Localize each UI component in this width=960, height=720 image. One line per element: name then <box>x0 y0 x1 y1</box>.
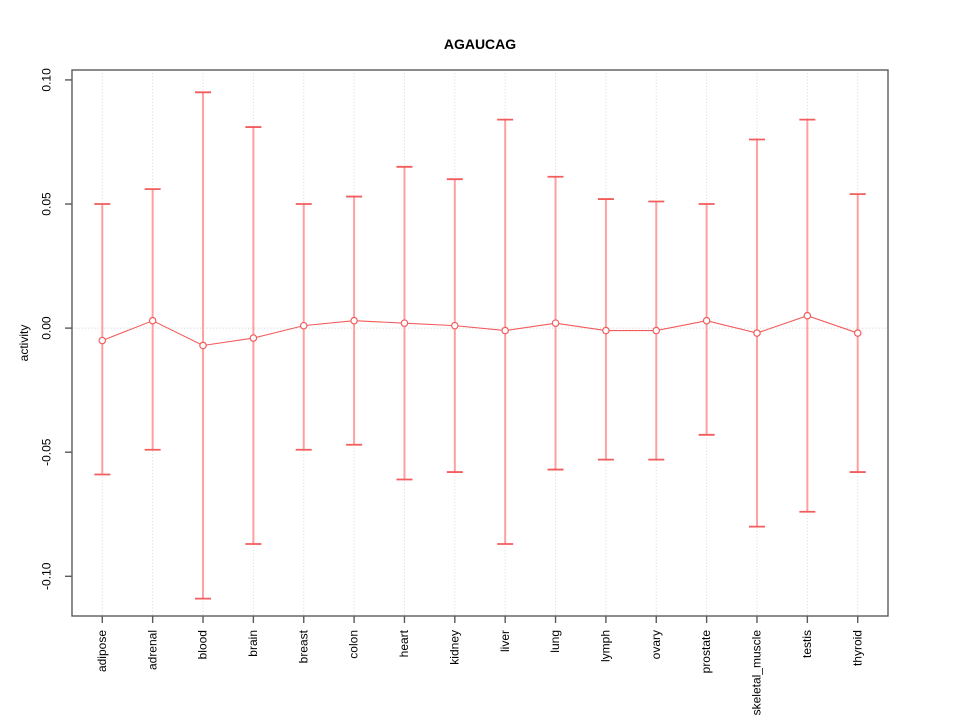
plot-area: 0.10 0.05 0.00 -0.05 -0.10 adipose adrenal bloo… <box>40 68 889 716</box>
x-tick-label: lung <box>548 630 562 653</box>
data-point <box>652 326 661 335</box>
x-tick-label: breast <box>296 629 310 663</box>
data-point <box>299 321 308 330</box>
chart-title: AGAUCAG <box>444 36 516 52</box>
x-tick-label: adrenal <box>145 630 159 670</box>
data-point <box>249 334 258 342</box>
x-tick-label: ovary <box>649 630 663 659</box>
y-tick-label: 0.05 <box>40 192 54 216</box>
data-point <box>753 329 761 337</box>
x-tick-label: lymph <box>599 630 613 662</box>
y-tick-label: -0.10 <box>40 562 54 590</box>
data-point <box>803 311 812 320</box>
data-point <box>400 319 409 327</box>
data-point <box>602 326 610 335</box>
data-point <box>551 319 560 327</box>
x-tick-label: brain <box>246 630 260 657</box>
data-point <box>98 336 107 345</box>
data-point <box>451 321 459 330</box>
y-tick-label: 0.00 <box>40 316 54 340</box>
x-tick-label: prostate <box>699 630 713 674</box>
x-tick-label: kidney <box>447 630 461 665</box>
x-tick-label: blood <box>196 630 210 659</box>
y-tick-label: -0.05 <box>40 438 54 466</box>
data-point <box>702 316 711 325</box>
x-tick-label: heart <box>397 629 411 657</box>
data-point <box>853 329 862 337</box>
data-point <box>199 341 207 350</box>
y-axis-title: activity <box>17 325 31 362</box>
data-point <box>350 316 358 325</box>
y-tick-label: 0.10 <box>40 68 54 92</box>
data-point <box>148 316 157 325</box>
x-tick-label: thyroid <box>850 630 864 666</box>
series-line <box>102 315 858 347</box>
x-tick-label: testis <box>800 630 814 658</box>
x-tick-label: adipose <box>95 630 109 672</box>
x-tick-label: skeletal_muscle <box>750 630 764 716</box>
x-tick-label: liver <box>498 630 512 652</box>
data-point <box>501 326 509 335</box>
plot-box <box>71 69 889 617</box>
x-tick-label: colon <box>347 630 361 659</box>
